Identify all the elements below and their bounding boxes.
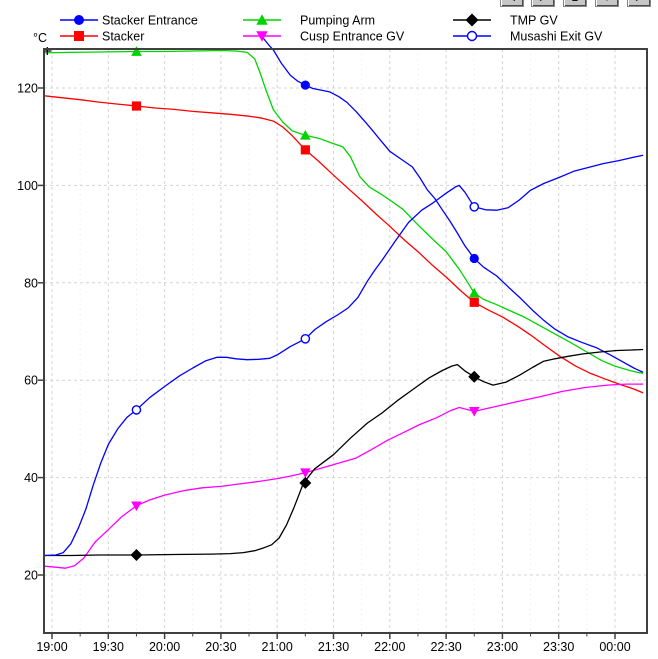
reset-view-button[interactable]: ►: [627, 0, 651, 7]
scroll-right-icon: ►: [538, 0, 548, 4]
diamond-marker: [299, 476, 312, 489]
y-tick-label: 100: [17, 179, 38, 193]
series-line: [44, 49, 644, 375]
series-musashi-exit-gv: [44, 154, 644, 557]
legend-triangle-down-icon: [256, 31, 268, 42]
legend-diamond-icon: [465, 13, 479, 27]
y-axis-unit-label: °C: [33, 31, 47, 45]
circle-marker: [300, 80, 310, 90]
triangle-down-marker: [300, 468, 311, 479]
x-tick-label: 22:00: [374, 640, 405, 654]
reset-view-icon: ►: [634, 0, 644, 4]
x-tick-label: 22:30: [430, 640, 461, 654]
x-tick-label: 20:00: [149, 640, 180, 654]
diamond-marker: [130, 549, 143, 562]
legend-item-stacker: Stacker: [60, 30, 144, 44]
zoom-in-icon: ▲: [570, 0, 580, 4]
legend-square-icon: [74, 31, 84, 41]
x-tick-label: 00:00: [599, 640, 630, 654]
series-line: [44, 383, 644, 569]
y-tick-label: 40: [24, 471, 38, 485]
circle-marker: [469, 253, 479, 264]
y-tick-label: 20: [24, 569, 38, 583]
y-tick-label: 120: [17, 82, 38, 96]
chart-toolbar: ◄ ► ▲ ▼ ►: [0, 0, 658, 8]
x-tick-label: 21:30: [318, 640, 349, 654]
legend-item-musashi-exit-gv: Musashi Exit GV: [453, 30, 603, 44]
legend-item-pumping-arm: Pumping Arm: [243, 14, 375, 28]
legend-circle-open-icon: [466, 30, 478, 42]
series-tmp-gv: [44, 348, 644, 562]
triangle-down-marker: [468, 406, 480, 417]
triangle-down-marker: [131, 501, 142, 512]
series-line: [44, 95, 644, 394]
open-circle-marker: [469, 202, 480, 212]
diamond-marker: [468, 370, 481, 383]
legend-label: Cusp Entrance GV: [300, 30, 405, 44]
legend-item-tmp-gv: TMP GV: [453, 13, 558, 28]
legend-label: Pumping Arm: [300, 14, 375, 28]
legend-label: Musashi Exit GV: [510, 30, 603, 44]
legend-label: Stacker Entrance: [102, 14, 198, 28]
x-tick-label: 19:30: [93, 640, 124, 654]
x-tick-label: 19:00: [36, 640, 67, 654]
plot-border: [43, 48, 648, 634]
x-tick-label: 23:00: [487, 640, 518, 654]
legend-label: TMP GV: [510, 14, 558, 28]
series-line: [44, 348, 644, 557]
x-tick-label: 23:30: [543, 640, 574, 654]
triangle-up-marker: [468, 287, 480, 298]
legend-triangle-up-icon: [256, 14, 268, 25]
series-pumping-arm: [44, 46, 644, 375]
x-tick-label: 21:00: [262, 640, 293, 654]
y-tick-label: 80: [24, 276, 38, 290]
y-tick-label: 60: [24, 374, 38, 388]
legend-label: Stacker: [102, 30, 144, 44]
series-line: [44, 154, 644, 557]
open-circle-marker: [131, 405, 142, 415]
legend-circle-icon: [74, 15, 84, 25]
open-circle-marker: [300, 334, 311, 344]
triangle-up-marker: [131, 46, 142, 56]
square-marker: [469, 297, 479, 307]
legend-item-cusp-entrance-gv: Cusp Entrance GV: [243, 30, 405, 44]
square-marker: [131, 101, 142, 111]
legend-item-stacker-entrance: Stacker Entrance: [60, 14, 198, 28]
scroll-left-button[interactable]: ◄: [500, 0, 524, 7]
scroll-left-icon: ◄: [507, 0, 517, 4]
scroll-right-button[interactable]: ►: [531, 0, 555, 7]
series-stacker: [44, 95, 644, 394]
square-marker: [300, 145, 310, 155]
zoom-in-button[interactable]: ▲: [563, 0, 587, 7]
series-line: [261, 36, 644, 373]
zoom-out-button[interactable]: ▼: [595, 0, 619, 7]
series-stacker-entrance: [261, 36, 644, 373]
zoom-out-icon: ▼: [602, 0, 612, 4]
x-tick-label: 20:30: [205, 640, 236, 654]
triangle-up-marker: [300, 129, 311, 140]
series-cusp-entrance-gv: [44, 383, 644, 569]
legend: Stacker Entrance Stacker Pumping Arm Cusp E…: [60, 13, 603, 44]
